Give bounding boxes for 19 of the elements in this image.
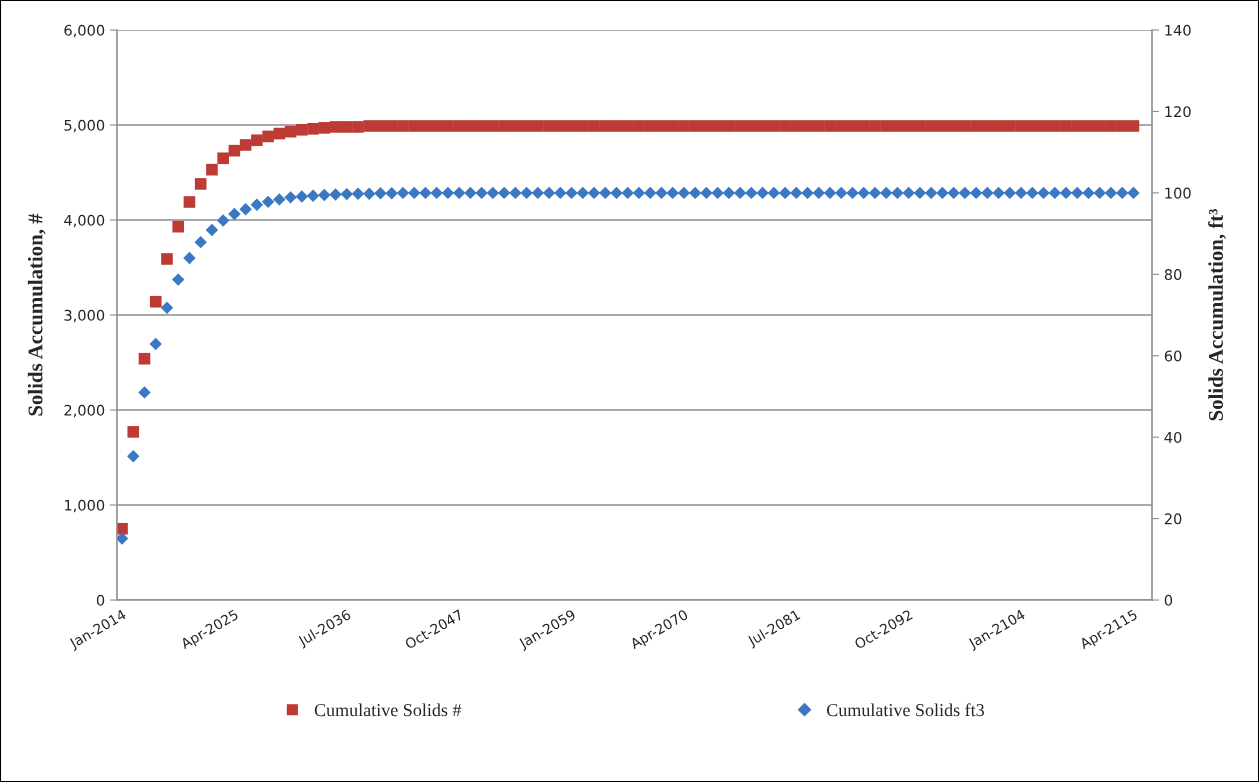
y2-tick-label: 0: [1164, 594, 1173, 606]
y2-axis-title: Solids Accumulation, ft³: [1208, 209, 1226, 421]
legend-label: Cumulative Solids ft3: [826, 703, 984, 717]
y-tick-label: 2,000: [64, 404, 105, 418]
y2-tick-label: 40: [1164, 431, 1182, 443]
y2-tick-label: 80: [1164, 269, 1182, 281]
y-tick-label: 4,000: [64, 214, 105, 228]
y2-tick-label: 20: [1164, 513, 1182, 525]
y2-tick-label: 60: [1164, 350, 1182, 362]
y-tick-label: 6,000: [64, 24, 105, 38]
y-tick-label: 5,000: [64, 119, 105, 133]
y-tick-label: 0: [96, 594, 105, 606]
y2-tick-label: 140: [1165, 24, 1191, 36]
legend-label: Cumulative Solids #: [314, 703, 462, 717]
y-tick-label: 3,000: [64, 309, 105, 323]
y-axis-title: Solids Accumulation, #: [27, 213, 46, 416]
y-tick-label: 1,000: [65, 499, 105, 513]
y2-tick-label: 120: [1165, 106, 1191, 118]
y2-tick-label: 100: [1165, 187, 1191, 199]
